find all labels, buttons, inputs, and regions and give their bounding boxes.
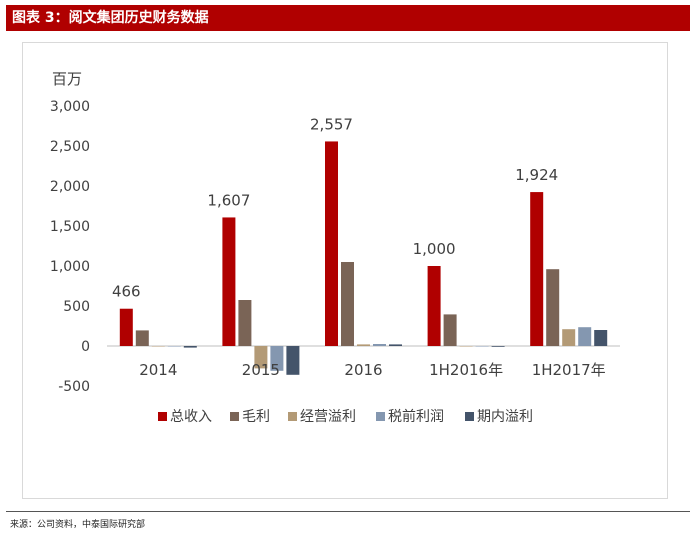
y-tick-label: 2,000: [50, 179, 90, 195]
bar-经营溢利-1H2017年: [562, 329, 576, 346]
bar-期内溢利-2015: [286, 346, 300, 375]
bar-经营溢利-2014: [151, 346, 165, 347]
bar-总收入-2014: [119, 308, 133, 346]
bar-总收入-2015: [222, 217, 236, 346]
bar-毛利-2014: [135, 330, 149, 346]
chart-title-bar: 图表 3：阅文集团历史财务数据: [6, 5, 690, 31]
bar-总收入-1H2017年: [530, 192, 544, 346]
bar-税前利润-2014: [167, 346, 181, 347]
bar-毛利-1H2017年: [546, 269, 560, 346]
legend-label: 期内溢利: [477, 409, 533, 425]
data-label: 1,607: [207, 191, 250, 209]
bar-期内溢利-2014: [183, 346, 197, 348]
bar-经营溢利-2015: [254, 346, 268, 369]
bar-税前利润-1H2017年: [578, 327, 592, 346]
bar-税前利润-2016: [373, 344, 386, 346]
y-tick-label: 1,000: [50, 259, 90, 275]
y-axis-title: 百万: [52, 70, 82, 88]
bar-税前利润-2015: [270, 346, 284, 371]
source-note: 来源：公司资料，中泰国际研究部: [10, 520, 146, 530]
bar-毛利-1H2016年: [443, 314, 457, 346]
y-tick-label: 1,500: [50, 219, 90, 235]
y-tick-label: 3,000: [50, 99, 90, 115]
bar-期内溢利-2016: [389, 344, 402, 346]
y-tick-label: 500: [63, 299, 90, 315]
bar-经营溢利-1H2016年: [459, 346, 473, 347]
legend-swatch-期内溢利: [465, 412, 474, 421]
legend-label: 税前利润: [388, 408, 444, 425]
legend-swatch-经营溢利: [288, 412, 297, 421]
y-tick-label: -500: [58, 379, 90, 395]
bar-经营溢利-2016: [357, 344, 370, 346]
data-label: 466: [112, 283, 141, 301]
legend-swatch-税前利润: [376, 412, 385, 421]
legend-label: 总收入: [170, 409, 212, 425]
x-tick-label: 2016: [344, 361, 382, 379]
x-tick-label: 1H2016年: [429, 361, 503, 379]
data-label: 1,000: [413, 240, 456, 258]
bar-期内溢利-1H2016年: [491, 346, 505, 347]
legend-swatch-总收入: [158, 412, 167, 421]
y-tick-label: 0: [81, 339, 90, 355]
bar-期内溢利-1H2017年: [594, 330, 608, 346]
legend-label: 毛利: [242, 409, 270, 425]
data-label: 1,924: [515, 166, 558, 184]
bar-毛利-2016: [341, 262, 354, 346]
data-label: 2,557: [310, 115, 353, 133]
bar-总收入-1H2016年: [427, 266, 441, 346]
bar-税前利润-1H2016年: [475, 346, 489, 347]
figure-title: 图表 3：阅文集团历史财务数据: [12, 10, 209, 26]
legend-swatch-毛利: [230, 412, 239, 421]
x-tick-label: 2015: [242, 361, 280, 379]
y-tick-label: 2,500: [50, 139, 90, 155]
x-tick-label: 2014: [139, 361, 177, 379]
footer-divider: [6, 511, 690, 512]
bar-总收入-2016: [325, 141, 338, 346]
bar-毛利-2015: [238, 300, 252, 346]
legend-label: 经营溢利: [300, 409, 356, 425]
x-tick-label: 1H2017年: [532, 361, 606, 379]
